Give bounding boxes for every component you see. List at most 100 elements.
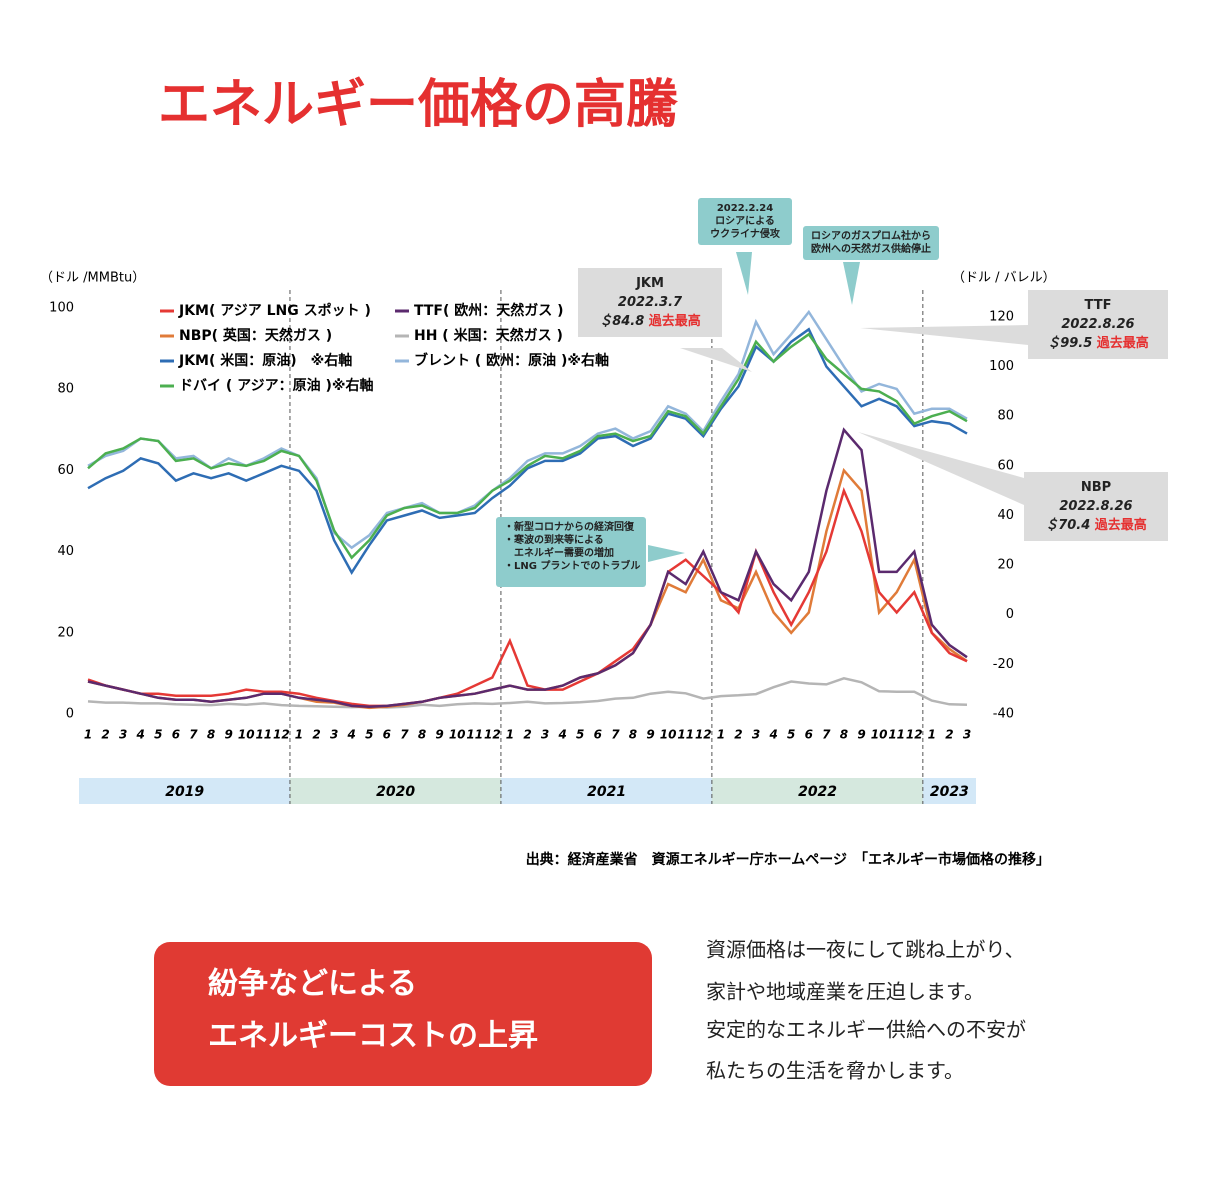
x-tick-label: 7 — [400, 728, 409, 742]
annotation: JKM 2022.3.7 ＄84.8 過去最高 — [578, 268, 722, 337]
year-label: 2021 — [587, 784, 626, 800]
x-tick-label: 5 — [154, 728, 162, 742]
x-tick-label: 12 — [484, 728, 501, 742]
x-tick-label: 1 — [295, 728, 303, 742]
y2-tick-label: -20 — [993, 657, 1014, 672]
x-tick-label: 2 — [101, 728, 109, 742]
x-tick-label: 3 — [119, 728, 127, 742]
legend-label: TTF( 欧州：天然ガス ) — [414, 302, 564, 319]
series-line — [87, 332, 968, 560]
x-tick-label: 11 — [888, 728, 905, 742]
y-tick-label: 20 — [57, 625, 74, 640]
x-tick-label: 5 — [576, 728, 584, 742]
x-tick-label: 8 — [207, 728, 215, 742]
y2-tick-label: 20 — [997, 558, 1014, 573]
y2-tick-label: -40 — [993, 707, 1014, 722]
legend-label: JKM( 米国：原油) ※右軸 — [178, 352, 352, 369]
x-tick-label: 12 — [273, 728, 290, 742]
legend-label: NBP( 英国：天然ガス ) — [179, 327, 332, 344]
y2-tick-label: 40 — [997, 508, 1014, 523]
x-tick-label: 12 — [695, 728, 712, 742]
x-tick-label: 9 — [646, 728, 654, 742]
x-tick-label: 6 — [594, 728, 602, 742]
source: 出典：経済産業省 資源エネルギー庁ホームページ 「エネルギー市場価格の推移」 — [526, 851, 1050, 868]
x-tick-label: 11 — [255, 728, 272, 742]
x-tick-label: 2 — [523, 728, 531, 742]
annotation: ・新型コロナからの経済回復 ・寒波の到来等による エネルギー需要の増加 ・LNG プ… — [496, 517, 646, 587]
legend-label: ブレント ( 欧州：原油 )※右軸 — [414, 352, 609, 369]
y-tick-label: 40 — [57, 544, 74, 559]
title: エネルギー価格の高騰 — [158, 75, 678, 135]
x-tick-label: 2 — [734, 728, 742, 742]
y2-tick-label: 80 — [997, 409, 1014, 424]
y2-tick-label: 60 — [997, 458, 1014, 473]
x-tick-label: 7 — [611, 728, 620, 742]
x-tick-label: 10 — [871, 728, 888, 742]
series-line — [87, 487, 968, 708]
legend-label: HH ( 米国：天然ガス ) — [414, 327, 563, 344]
y2-tick-label: 0 — [1006, 607, 1014, 622]
series-line — [87, 427, 968, 708]
x-tick-label: 6 — [172, 728, 180, 742]
y-tick-label: 80 — [57, 382, 74, 397]
x-tick-label: 2 — [312, 728, 320, 742]
x-tick-label: 7 — [189, 728, 198, 742]
y-tick-label: 100 — [49, 301, 74, 316]
x-tick-label: 6 — [805, 728, 813, 742]
year-band — [500, 778, 713, 804]
legend-label: JKM( アジア LNG スポット ) — [178, 302, 371, 319]
series-line — [87, 309, 968, 550]
x-tick-label: 3 — [752, 728, 760, 742]
x-tick-label: 10 — [660, 728, 677, 742]
x-tick-label: 4 — [557, 728, 566, 742]
y2-axis-label: （ドル / バレル） — [952, 271, 1056, 286]
x-tick-label: 4 — [136, 728, 145, 742]
legend-label: ドバイ ( アジア：原油 )※右軸 — [179, 377, 373, 394]
body-text: 私たちの生活を脅かします。 — [706, 1059, 964, 1083]
annotation: ロシアのガスプロム社から 欧州への天然ガス供給停止 — [803, 226, 939, 260]
year-band — [711, 778, 924, 804]
x-tick-label: 8 — [418, 728, 426, 742]
x-tick-label: 8 — [629, 728, 637, 742]
x-tick-label: 6 — [383, 728, 391, 742]
x-tick-label: 3 — [541, 728, 549, 742]
x-tick-label: 9 — [857, 728, 865, 742]
body-text: 安定的なエネルギー供給への不安が — [706, 1018, 1026, 1042]
x-tick-label: 12 — [906, 728, 923, 742]
body-text: 資源価格は一夜にして跳ね上がり、 — [706, 938, 1025, 962]
x-tick-label: 7 — [822, 728, 831, 742]
annotation: TTF 2022.8.26 ＄99.5 過去最高 — [1028, 290, 1168, 359]
annotation: NBP 2022.8.26 ＄70.4 過去最高 — [1024, 472, 1168, 541]
x-tick-label: 5 — [365, 728, 373, 742]
year-band — [79, 778, 291, 804]
y2-tick-label: 100 — [989, 359, 1014, 374]
x-tick-label: 11 — [677, 728, 694, 742]
x-tick-label: 5 — [787, 728, 795, 742]
y-axis-label: （ドル /MMBtu） — [40, 271, 145, 286]
x-tick-label: 9 — [435, 728, 443, 742]
year-band — [289, 778, 502, 804]
x-tick-label: 9 — [224, 728, 232, 742]
year-label: 2019 — [165, 784, 204, 800]
callout-text: 紛争などによる — [208, 967, 417, 1002]
year-label: 2022 — [798, 784, 837, 800]
callout-text: エネルギーコストの上昇 — [208, 1019, 538, 1054]
y-tick-label: 0 — [66, 707, 74, 722]
x-tick-label: 1 — [84, 728, 92, 742]
x-tick-label: 1 — [717, 728, 725, 742]
series-line — [87, 677, 968, 709]
x-tick-label: 4 — [768, 728, 777, 742]
x-tick-label: 3 — [963, 728, 971, 742]
x-tick-label: 10 — [449, 728, 466, 742]
series-line — [87, 327, 968, 575]
x-tick-label: 11 — [466, 728, 483, 742]
x-tick-label: 2 — [945, 728, 953, 742]
x-tick-label: 3 — [330, 728, 338, 742]
x-tick-label: 8 — [840, 728, 848, 742]
x-tick-label: 1 — [928, 728, 936, 742]
callout-box — [154, 942, 652, 1086]
series-line — [87, 467, 968, 710]
y2-tick-label: 120 — [989, 309, 1014, 324]
x-tick-label: 4 — [347, 728, 356, 742]
